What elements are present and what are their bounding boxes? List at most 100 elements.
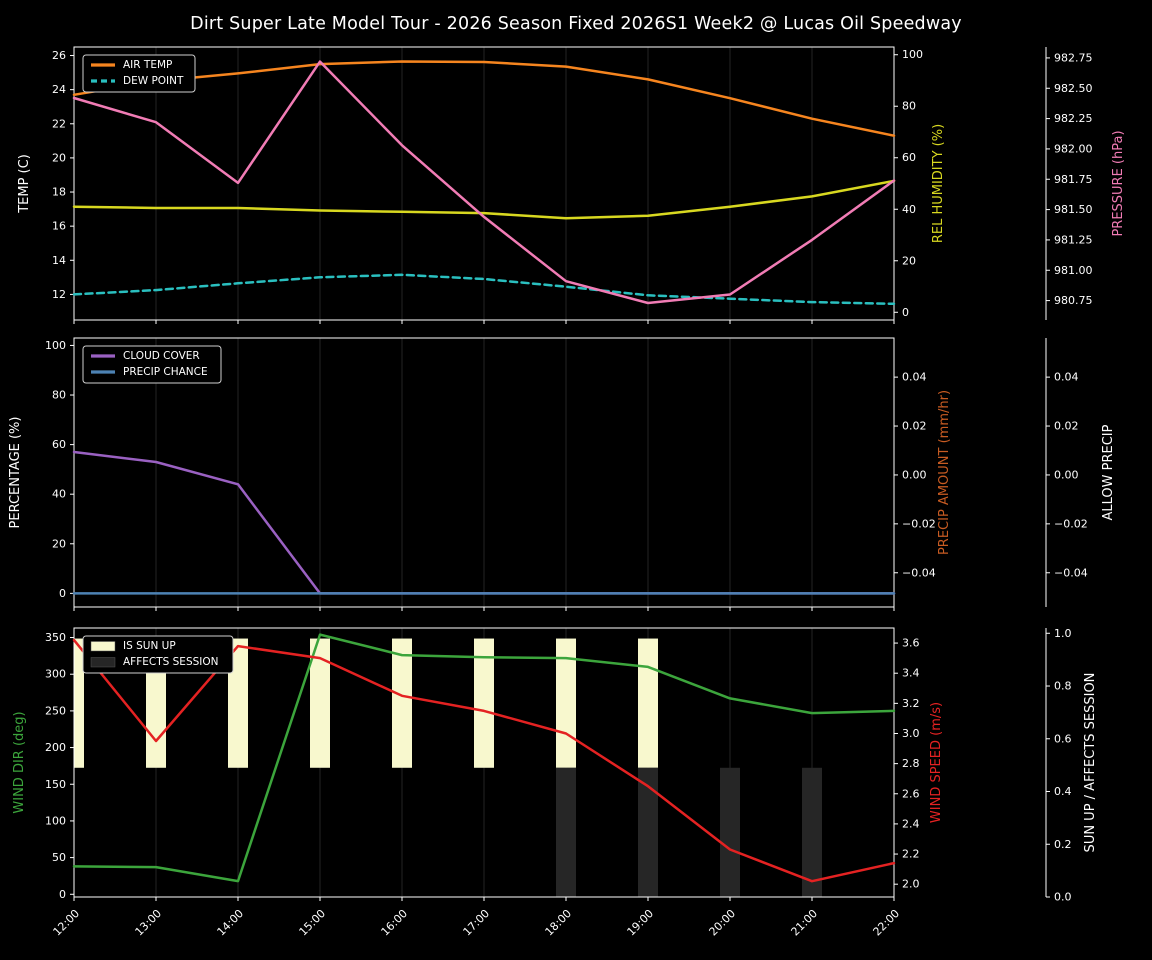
y-tick-label: 250 — [45, 704, 66, 717]
legend-label: CLOUD COVER — [123, 350, 200, 362]
y-tick-label: 2.8 — [902, 757, 920, 770]
legend-box — [82, 345, 222, 384]
y-tick-label: 2.2 — [902, 848, 920, 861]
legend-label: PRECIP CHANCE — [123, 366, 208, 378]
is-sun-up-bar — [638, 638, 658, 768]
y-tick-label: 0.00 — [902, 468, 927, 481]
is-sun-up-legend-swatch — [90, 641, 116, 652]
legend-label: DEW POINT — [123, 75, 184, 87]
y-tick-label: 3.4 — [902, 667, 920, 680]
legend: CLOUD COVER PRECIP CHANCE — [82, 345, 222, 384]
y-tick-label: 0 — [59, 888, 66, 901]
y-tick-label: 982.00 — [1054, 142, 1093, 155]
y-tick-label: 150 — [45, 778, 66, 791]
air-temp-line — [72, 60, 896, 137]
x-tick-label: 19:00 — [625, 907, 657, 939]
x-tick-label: 22:00 — [871, 907, 903, 939]
legend: IS SUN UP AFFECTS SESSION — [82, 635, 234, 674]
x-tick-label: 12:00 — [51, 907, 83, 939]
pressure-line — [72, 60, 896, 305]
legend-label: AFFECTS SESSION — [123, 656, 219, 668]
affects-session-bar — [638, 767, 658, 897]
y-tick-label: 0.02 — [902, 420, 927, 433]
x-tick-label: 13:00 — [133, 907, 165, 939]
wind-speed-line — [72, 638, 896, 883]
y-tick-label: 80 — [902, 100, 916, 113]
affects-session-bar — [802, 767, 822, 897]
y-tick-label: 981.25 — [1054, 233, 1093, 246]
y-tick-label: 0.8 — [1054, 680, 1072, 693]
y-tick-label: 981.00 — [1054, 264, 1093, 277]
x-tick-label: 21:00 — [789, 907, 821, 939]
offset-axis-label: SUN UP / AFFECTS SESSION — [1083, 673, 1098, 853]
y-tick-label: 18 — [52, 186, 66, 199]
x-tick-label: 15:00 — [297, 907, 329, 939]
left-axis-label: WIND DIR (deg) — [12, 711, 27, 813]
y-tick-label: 24 — [52, 83, 66, 96]
y-tick-label: 40 — [902, 203, 916, 216]
y-tick-label: 981.50 — [1054, 203, 1093, 216]
left-axis-label: TEMP (C) — [17, 154, 32, 214]
offset-axis-label: ALLOW PRECIP — [1101, 424, 1116, 520]
legend-label: AIR TEMP — [123, 59, 172, 71]
right-axis-label: WIND SPEED (m/s) — [929, 702, 944, 823]
y-tick-label: 20 — [902, 254, 916, 267]
is-sun-up-bar — [392, 638, 412, 768]
y-tick-label: 2.4 — [902, 817, 920, 830]
y-tick-label: 0.00 — [1054, 468, 1079, 481]
y-tick-label: 0.4 — [1054, 785, 1072, 798]
legend-box — [82, 635, 234, 674]
y-tick-label: 16 — [52, 220, 66, 233]
y-tick-label: 0.04 — [902, 371, 927, 384]
affects-session-bar — [556, 767, 576, 897]
y-tick-label: 14 — [52, 254, 66, 267]
y-tick-label: 300 — [45, 668, 66, 681]
y-tick-label: 20 — [52, 537, 66, 550]
dew-point-line — [72, 273, 896, 306]
y-tick-label: 3.2 — [902, 697, 920, 710]
x-tick-label: 14:00 — [215, 907, 247, 939]
y-tick-label: 980.75 — [1054, 294, 1093, 307]
y-tick-label: 40 — [52, 488, 66, 501]
y-tick-label: 22 — [52, 117, 66, 130]
y-tick-label: 100 — [45, 339, 66, 352]
y-tick-label: 200 — [45, 741, 66, 754]
legend: AIR TEMP DEW POINT — [82, 54, 196, 93]
y-tick-label: −0.02 — [1054, 517, 1088, 530]
y-tick-label: 0 — [59, 587, 66, 600]
y-tick-label: −0.02 — [902, 517, 936, 530]
y-tick-label: 0.6 — [1054, 732, 1072, 745]
temp-humidity-pressure-panel: 12 14 16 18 20 22 24 26 TEMP (C) 0 20 40 60 80 100 REL … — [17, 46, 1126, 324]
y-tick-label: 0.2 — [1054, 838, 1072, 851]
y-tick-label: 60 — [902, 151, 916, 164]
x-tick-label: 20:00 — [707, 907, 739, 939]
chart-title: Dirt Super Late Model Tour - 2026 Season… — [190, 14, 962, 34]
rel-humidity-line — [72, 179, 896, 220]
y-tick-label: 982.50 — [1054, 82, 1093, 95]
y-tick-label: 12 — [52, 288, 66, 301]
affects-session-legend-swatch — [90, 657, 116, 668]
y-tick-label: 350 — [45, 631, 66, 644]
y-tick-label: 982.25 — [1054, 112, 1093, 125]
y-tick-label: 20 — [52, 151, 66, 164]
y-tick-label: 0 — [902, 306, 909, 319]
y-tick-label: 0.02 — [1054, 420, 1079, 433]
y-tick-label: 1.0 — [1054, 627, 1072, 640]
x-tick-label: 16:00 — [379, 907, 411, 939]
wind-sun-panel: 12:00 13:00 14:00 15:00 16:00 17:00 18:00 19:00… — [12, 627, 1098, 939]
y-tick-label: −0.04 — [1054, 566, 1088, 579]
y-tick-label: −0.04 — [902, 566, 936, 579]
y-tick-label: 2.6 — [902, 787, 920, 800]
y-tick-label: 50 — [52, 851, 66, 864]
is-sun-up-bar — [310, 638, 330, 768]
y-tick-label: 60 — [52, 438, 66, 451]
wind-dir-line — [72, 633, 896, 883]
y-tick-label: 3.6 — [902, 637, 920, 650]
left-axis-label: PERCENTAGE (%) — [8, 417, 23, 529]
y-tick-label: 2.0 — [902, 878, 920, 891]
y-tick-label: 100 — [902, 48, 923, 61]
x-tick-label: 18:00 — [543, 907, 575, 939]
y-tick-label: 3.0 — [902, 727, 920, 740]
is-sun-up-bar — [74, 638, 84, 768]
